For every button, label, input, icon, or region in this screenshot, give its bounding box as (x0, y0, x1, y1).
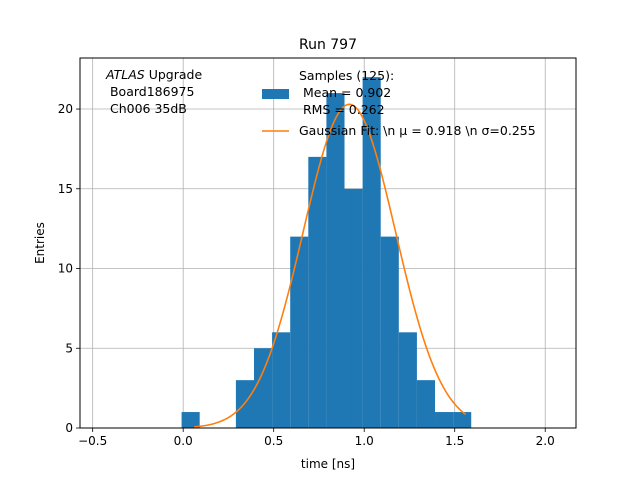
legend-fit-label: Gaussian Fit: \n μ = 0.918 \n σ=0.255 (299, 123, 536, 138)
y-tick-label: 20 (58, 102, 73, 116)
annotation-line-2: Board186975 (106, 84, 194, 99)
legend: Samples (125): Mean = 0.902 RMS = 0.262 … (262, 68, 536, 138)
y-tick-label: 10 (58, 262, 73, 276)
histogram-bar-13 (416, 380, 436, 428)
histogram-bar-5 (272, 332, 291, 428)
histogram-bar-7 (308, 156, 327, 428)
gaussian-fit-curve (193, 103, 467, 428)
x-tick-label: 1.0 (355, 434, 374, 448)
x-tick-label: 1.5 (445, 434, 464, 448)
y-tick-label: 5 (65, 341, 73, 355)
histogram-bar-4 (253, 348, 273, 428)
x-tick-label: 2.0 (536, 434, 555, 448)
y-tick-label: 0 (65, 421, 73, 435)
x-tick-label: 0.0 (174, 434, 193, 448)
histogram-bar-12 (398, 332, 417, 428)
legend-hist-line-3: RMS = 0.262 (299, 102, 385, 117)
histogram-bars (181, 77, 472, 428)
histogram-bar-8 (326, 93, 345, 428)
histogram-bar-10 (362, 77, 381, 428)
legend-hist-line-1: Samples (125): (299, 68, 394, 83)
histogram-bar-6 (290, 236, 309, 428)
atlas-annotation: ATLAS Upgrade Board186975 Ch006 35dB (105, 67, 202, 116)
histogram-bar-15 (453, 412, 472, 428)
annotation-line-3: Ch006 35dB (106, 101, 187, 116)
y-tick-label: 15 (58, 182, 73, 196)
histogram-bar-14 (435, 412, 454, 428)
histogram-bar-9 (344, 188, 363, 428)
legend-hist-swatch (262, 89, 289, 99)
axis-ticks: −0.5 0.0 0.5 1.0 1.5 2.0 0 5 10 15 20 (58, 102, 555, 448)
chart-title: Run 797 (299, 37, 357, 53)
annotation-atlas: ATLAS (105, 67, 145, 82)
histogram-bar-11 (380, 236, 399, 428)
histogram-bar-0 (181, 412, 200, 428)
x-tick-label: 0.5 (264, 434, 283, 448)
legend-hist-line-2: Mean = 0.902 (299, 85, 391, 100)
x-tick-label: −0.5 (78, 434, 107, 448)
x-axis-label: time [ns] (301, 457, 355, 471)
axes-frame (79, 57, 577, 429)
annotation-upgrade: Upgrade (145, 67, 203, 82)
annotation-line-1: ATLAS Upgrade (105, 67, 202, 82)
y-axis-label: Entries (33, 222, 47, 264)
gaussian-fit (193, 103, 467, 428)
